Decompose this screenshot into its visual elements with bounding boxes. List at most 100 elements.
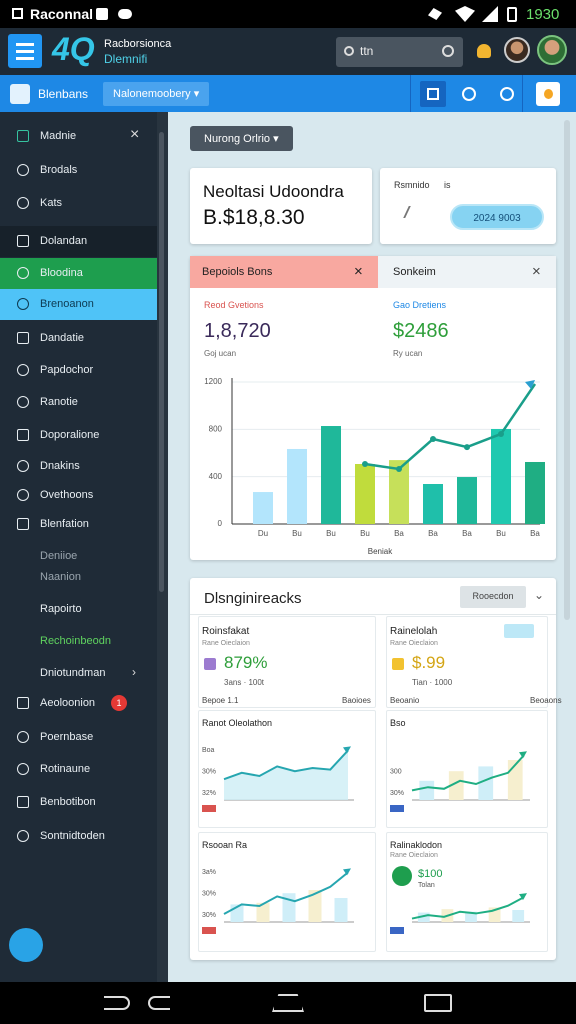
bar [478,766,494,800]
sidebar-item[interactable]: Dolandan [0,226,157,257]
chevron[interactable]: ⌄ [534,588,545,602]
legend-swatch [390,927,404,934]
close-icon: × [130,126,140,143]
sidebar-label: Rapoirto [40,603,82,615]
sparkline-chart: 300 30% [390,751,530,812]
toolbar: Blenbans Nalonemoobery ▾ [0,75,576,112]
bar [321,426,341,524]
sidebar-icon [17,235,29,247]
menu-icon [16,43,34,46]
legend-swatch [202,805,216,812]
sidebar-item[interactable]: Rechoinbeodn [0,626,157,657]
calendar-button[interactable] [420,81,446,107]
line-point [498,430,504,437]
bar [457,477,477,524]
info-button[interactable] [462,87,476,101]
sidebar-item[interactable]: Ovethoons [0,480,157,511]
sidebar-label: Naanion [40,571,81,583]
insight-cell [386,616,548,708]
chart-title: Rsooan Ra [202,840,248,850]
sidebar-item[interactable]: Rapoirto [0,594,157,625]
toolbar-icon [10,84,30,104]
search-icon [344,46,354,56]
tab-close[interactable]: × [532,263,541,280]
sidebar-item[interactable]: Dnakins [0,451,157,482]
sidebar-item[interactable]: Aeoloonion 1 [0,688,157,719]
avatar[interactable] [504,37,530,63]
sidebar-item[interactable]: Papdochor [0,355,157,386]
sidebar-item[interactable]: Blenfation [0,509,157,540]
sidebar-item[interactable]: Sontnidtoden [0,821,157,852]
sidebar-item[interactable]: Ranotie [0,387,157,418]
card-value: B.$18,8.30 [203,206,305,229]
view-dropdown[interactable]: Nalonemoobery ▾ [103,82,210,106]
panel-button[interactable]: Rooecdon [460,586,526,608]
sidebar-label: Sontnidtoden [40,830,105,842]
search-box[interactable]: ttn [336,37,463,67]
status-icon [12,8,23,19]
sidebar-item[interactable]: Brenoanon [0,289,157,320]
sidebar-item[interactable]: Kats [0,188,157,219]
sidebar-icon [17,267,29,279]
tab[interactable]: Sonkeim × [378,256,556,288]
x-tick-label: Ba [394,529,404,538]
chart-badge [392,866,412,886]
bar [287,448,307,524]
bar [355,464,375,524]
brand-name: Racborsionca [104,38,172,50]
filter-button[interactable]: Nurong Orlrio ▾ [190,126,293,151]
clock-button[interactable] [500,87,514,101]
insights-panel: Dlsnginireacks Rooecdon ⌄ Roinsfakat Rane… [190,578,562,960]
notification-icon[interactable] [477,44,491,58]
sidebar-icon [17,298,29,310]
sidebar-item[interactable]: Poernbase [0,722,157,753]
sidebar-item[interactable]: Naanion [0,562,157,593]
line-point [430,436,436,443]
card-icon [392,658,404,670]
sidebar-label: Poernbase [40,731,94,743]
bar [525,461,545,524]
scrollbar [159,132,164,592]
tab-active[interactable]: Bepoiols Bons × [190,256,378,288]
home-button[interactable] [272,994,304,1012]
chart-title: Bso [390,718,406,728]
fab-button[interactable] [9,928,43,962]
sidebar-item[interactable]: Dniotundman › [0,658,157,689]
alert-button[interactable] [536,82,560,106]
trend-line [364,383,537,471]
tab-close[interactable]: × [354,263,363,280]
app-header: 4Q Racborsionca Dlemnifi ttn [0,28,576,75]
logo: 4Q [52,31,95,67]
sidebar-icon [17,796,29,808]
sidebar-icon [17,697,29,709]
sparkline-chart: 3a% 30% 30% [202,868,354,934]
sidebar-item[interactable]: Doporalione [0,420,157,451]
search-text: ttn [360,44,374,58]
sidebar-label: Kats [40,197,63,209]
sidebar-item[interactable]: Deniioe [0,541,157,572]
back-button[interactable] [104,996,130,1010]
x-tick-label: Du [258,529,268,538]
menu-button[interactable] [8,34,42,68]
sidebar-label: Dolandan [40,235,88,247]
line-point [396,465,402,472]
sidebar-icon [17,518,29,530]
sidebar-item[interactable]: Madnie × [0,121,157,152]
sidebar: Madnie × Brodals Kats Dolandan Bloodina Brenoa… [0,112,157,982]
sidebar-item[interactable]: Brodals [0,155,157,186]
sidebar-icon [17,130,29,142]
sidebar-item[interactable]: Bloodina [0,258,157,289]
status-bar: Raconnal 1930 [0,0,576,28]
sidebar-item[interactable]: Benbotibon [0,787,157,818]
x-tick-label: Bu [326,529,336,538]
avatar[interactable] [537,35,567,65]
sidebar-icon [17,396,29,408]
sidebar-label: Ranotie [40,396,78,408]
date-pill[interactable]: 2024 9003 [450,204,544,230]
sidebar-item[interactable]: Rotinaune [0,754,157,785]
sidebar-item[interactable]: Dandatie [0,323,157,354]
recents-button[interactable] [424,994,452,1012]
back-button[interactable] [148,996,170,1010]
date-separator: is [444,180,451,190]
